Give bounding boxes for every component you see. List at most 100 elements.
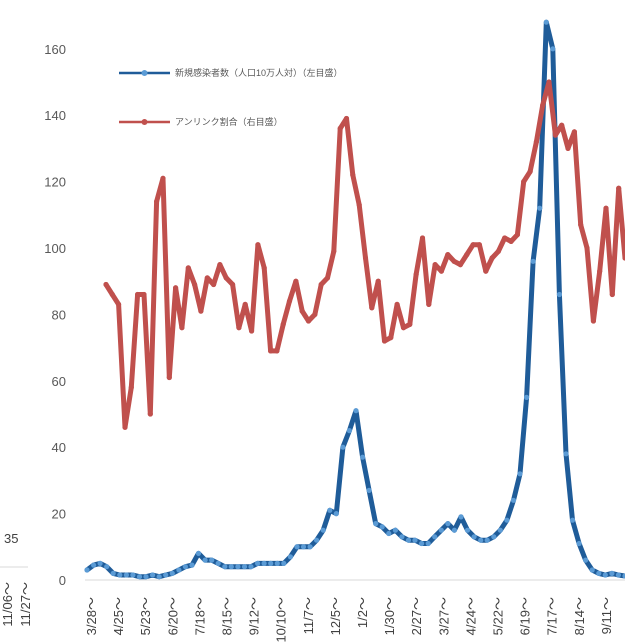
data-point	[550, 46, 556, 52]
data-point	[117, 572, 123, 578]
data-point	[362, 255, 369, 261]
x-tick-label: 11/7～	[301, 597, 316, 634]
legend-label: アンリンク割合（右目盛）	[175, 116, 283, 127]
legend-marker	[141, 70, 148, 76]
data-point	[508, 238, 514, 244]
data-point	[360, 454, 366, 460]
data-point	[204, 275, 210, 281]
data-point	[445, 521, 451, 527]
data-point	[236, 325, 242, 331]
x-tick-label: 4/24～	[463, 597, 478, 635]
data-point	[241, 564, 248, 570]
data-point	[123, 572, 129, 578]
data-point	[399, 534, 405, 540]
y-tick-label: 0	[59, 573, 66, 588]
data-point	[552, 132, 559, 138]
x-tick-label: 7/18～	[192, 597, 207, 635]
x-tick-label: 8/14～	[572, 597, 587, 635]
data-point	[432, 534, 438, 540]
x-axis: 3/28～ 4/25～ 5/23～ 6/20～ 7/18～ 8/15～ 9/12～ 10/10…	[84, 579, 625, 642]
x-tick-label: 6/20～	[165, 597, 180, 635]
fragment-value: 35	[4, 531, 18, 546]
data-point	[294, 544, 300, 550]
x-tick-label: 6/19～	[518, 597, 533, 635]
data-point	[375, 278, 381, 284]
x-tick-label: 2/27～	[409, 597, 424, 635]
data-point	[483, 268, 489, 274]
data-point	[527, 169, 533, 175]
data-point	[324, 275, 331, 281]
data-point	[419, 235, 426, 241]
data-point	[356, 202, 362, 208]
y-tick-label: 140	[44, 108, 66, 123]
data-point	[300, 544, 307, 550]
data-point	[413, 272, 419, 278]
legend-item: 新規感染者数（人口10万人対）（左目盛）	[119, 67, 343, 78]
data-point	[537, 205, 543, 211]
data-point	[255, 560, 261, 567]
data-point	[578, 222, 584, 228]
data-point	[388, 335, 394, 341]
data-point	[209, 557, 215, 563]
data-point	[150, 572, 156, 578]
data-point	[369, 305, 375, 311]
y-tick-label: 100	[44, 241, 66, 256]
data-point	[337, 125, 343, 132]
series-unlinked-ratio	[103, 79, 625, 430]
data-point	[546, 79, 552, 85]
data-point	[346, 428, 352, 434]
data-point	[268, 560, 274, 567]
data-point	[350, 172, 356, 178]
y-tick-label: 60	[52, 374, 66, 389]
data-point	[476, 242, 482, 248]
data-point	[135, 291, 141, 298]
data-point	[379, 524, 385, 530]
x-tick-label: 8/15～	[220, 597, 235, 635]
data-point	[215, 560, 221, 567]
data-point	[136, 574, 143, 580]
data-point	[445, 252, 451, 258]
data-point	[589, 567, 595, 573]
legend-item: アンリンク割合（右目盛）	[119, 116, 283, 127]
data-point	[110, 570, 116, 577]
data-point	[451, 258, 457, 264]
data-point	[331, 248, 337, 254]
data-point	[195, 550, 202, 557]
data-point	[97, 560, 103, 567]
data-point	[597, 268, 603, 274]
data-point	[584, 245, 590, 251]
series-layer	[84, 19, 625, 580]
data-point	[438, 527, 444, 533]
data-point	[327, 507, 333, 513]
data-point	[128, 384, 134, 390]
data-point	[438, 268, 444, 274]
data-point	[173, 285, 179, 291]
fragment-tick-label: 11/27～	[18, 582, 33, 627]
data-point	[320, 527, 326, 533]
data-point	[451, 527, 457, 533]
data-point	[510, 497, 517, 503]
data-point	[583, 557, 589, 563]
x-tick-label: 1/2～	[355, 597, 370, 628]
data-point	[590, 318, 597, 324]
data-point	[386, 530, 392, 537]
data-point	[314, 537, 320, 543]
data-point	[559, 122, 565, 128]
data-point	[540, 102, 546, 108]
data-point	[412, 537, 418, 543]
data-point	[235, 564, 241, 570]
data-point	[609, 291, 615, 298]
y-tick-label: 40	[52, 440, 66, 455]
data-point	[154, 198, 160, 205]
data-point	[287, 554, 293, 560]
data-point	[230, 281, 236, 288]
data-point	[616, 185, 622, 191]
data-point	[299, 308, 305, 314]
data-point	[521, 179, 527, 185]
data-point	[576, 540, 582, 547]
x-tick-label: 1/30～	[382, 597, 397, 635]
left-fragments: 35 11/06～ 11/27～	[0, 531, 33, 627]
x-tick-label: 3/28～	[84, 597, 99, 635]
data-point	[457, 262, 463, 268]
data-point	[596, 570, 602, 577]
